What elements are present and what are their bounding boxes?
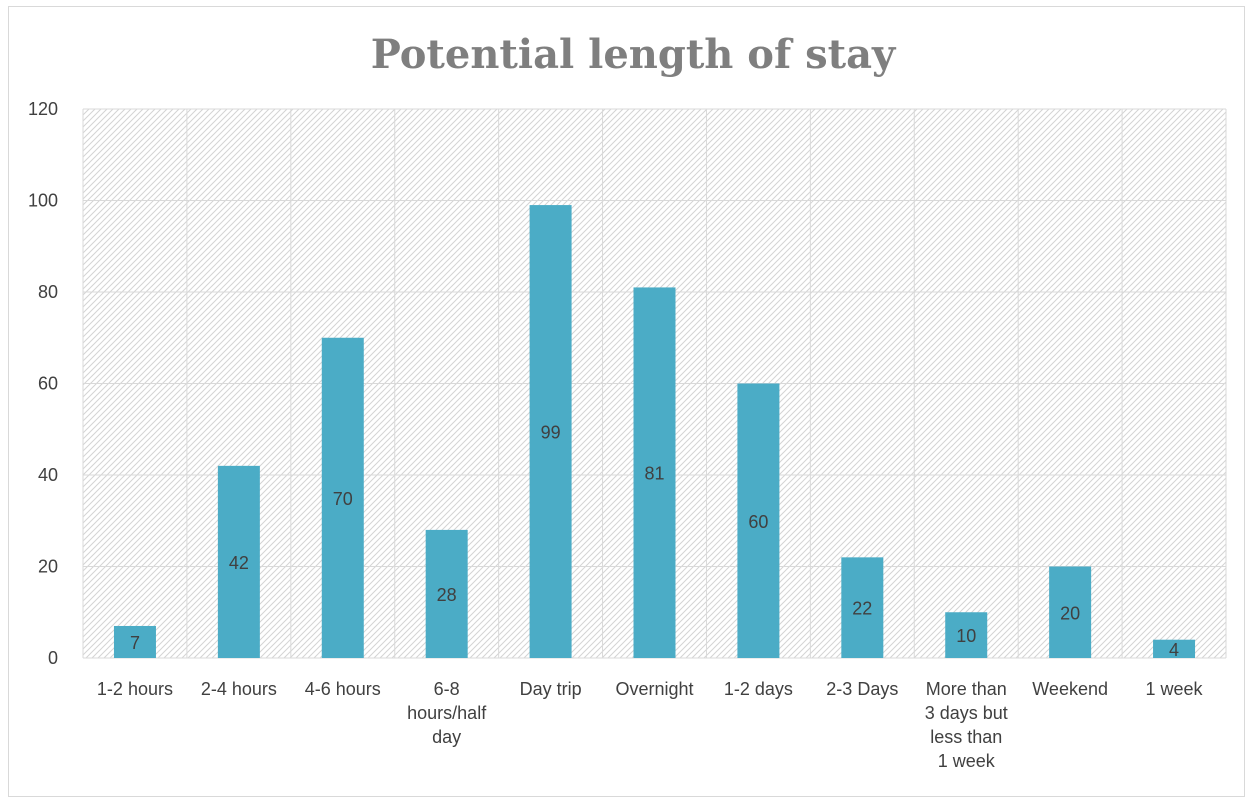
x-tick-label: hours/half — [407, 703, 487, 723]
x-tick-label: 3 days but — [925, 703, 1008, 723]
x-tick-label: 1-2 hours — [97, 679, 173, 699]
data-label: 10 — [956, 626, 976, 646]
data-label: 81 — [644, 464, 664, 484]
data-label: 99 — [541, 423, 561, 443]
x-tick-label: 1-2 days — [724, 679, 793, 699]
data-label: 28 — [437, 585, 457, 605]
x-tick-label: 4-6 hours — [305, 679, 381, 699]
y-tick-label: 40 — [38, 465, 58, 485]
data-label: 20 — [1060, 603, 1080, 623]
y-tick-label: 60 — [38, 374, 58, 394]
x-tick-label: Overnight — [615, 679, 693, 699]
y-tick-label: 100 — [28, 191, 58, 211]
bar — [217, 465, 260, 658]
data-label: 7 — [130, 633, 140, 653]
data-label: 4 — [1169, 640, 1179, 660]
bar — [529, 205, 572, 658]
y-tick-label: 0 — [48, 648, 58, 668]
bar — [113, 625, 156, 658]
x-tick-label: More than — [926, 679, 1007, 699]
bar — [633, 287, 676, 658]
y-tick-label: 120 — [28, 99, 58, 119]
bar — [1153, 639, 1196, 658]
x-tick-label: day — [432, 727, 461, 747]
chart-title: Potential length of stay — [371, 31, 897, 78]
bar — [321, 337, 364, 658]
x-tick-label: 2-3 Days — [826, 679, 898, 699]
data-label: 70 — [333, 489, 353, 509]
data-label: 42 — [229, 553, 249, 573]
bar — [945, 612, 988, 658]
bar — [425, 529, 468, 658]
bar — [1049, 566, 1092, 658]
y-tick-label: 80 — [38, 282, 58, 302]
x-tick-label: less than — [930, 727, 1002, 747]
x-tick-label: Day trip — [520, 679, 582, 699]
data-label: 60 — [748, 512, 768, 532]
x-tick-label: 2-4 hours — [201, 679, 277, 699]
x-tick-label: 1 week — [1146, 679, 1204, 699]
x-tick-label: 6-8 — [434, 679, 460, 699]
y-tick-label: 20 — [38, 557, 58, 577]
data-label: 22 — [852, 599, 872, 619]
bar — [841, 557, 884, 658]
x-tick-label: Weekend — [1032, 679, 1108, 699]
x-tick-label: 1 week — [938, 751, 996, 771]
bar — [737, 383, 780, 658]
